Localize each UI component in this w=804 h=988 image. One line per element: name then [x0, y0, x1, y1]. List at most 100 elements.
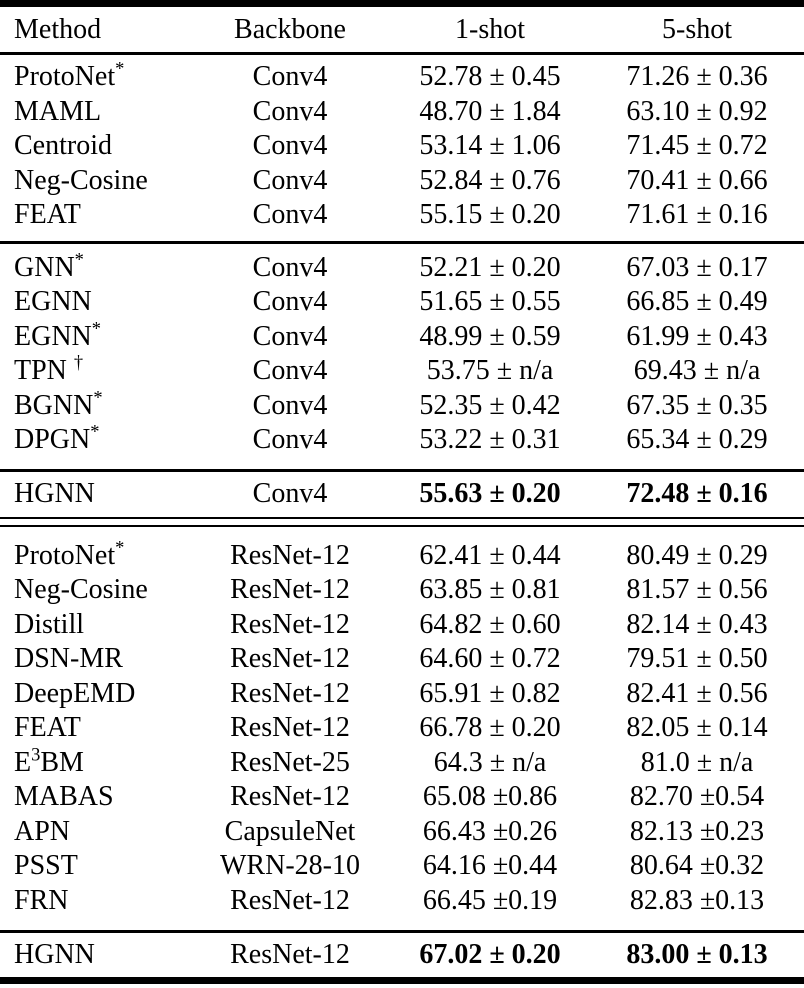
backbone-cell: Conv4: [252, 424, 328, 456]
five-shot-cell: 82.83 ±0.13: [629, 884, 765, 916]
col-header-backbone: Backbone: [234, 13, 346, 45]
backbone-cell: Conv4: [252, 251, 328, 283]
five-shot-cell: 82.14 ± 0.43: [626, 608, 768, 640]
method-name: MAML: [14, 95, 102, 127]
method-cell: EGNN: [0, 288, 190, 316]
method-name: BM: [40, 746, 84, 778]
five-shot-cell: 80.49 ± 0.29: [626, 539, 768, 571]
backbone-cell: Conv4: [252, 478, 328, 509]
method-name: ProtoNet: [14, 61, 116, 93]
five-shot-cell: 63.10 ± 0.92: [626, 95, 768, 127]
five-shot-cell: 71.45 ± 0.72: [626, 130, 768, 162]
method-cell: APN: [0, 815, 190, 847]
method-name: EGNN: [14, 286, 92, 318]
method-cell: TPN †: [0, 354, 190, 385]
method-name: BGNN: [14, 389, 94, 421]
table-row: TPN † Conv4 53.75 ± n/a 69.43 ± n/a: [0, 354, 804, 389]
method-cell: EGNN*: [0, 319, 190, 352]
backbone-cell: Conv4: [252, 286, 328, 318]
backbone-cell: Conv4: [252, 389, 328, 421]
one-shot-cell: 48.70 ± 1.84: [419, 95, 561, 127]
section-hgnn-resnet: HGNN ResNet-12 67.02 ± 0.20 83.00 ± 0.13: [0, 933, 804, 977]
method-cell: HGNN: [0, 941, 190, 969]
backbone-cell: ResNet-25: [230, 746, 350, 778]
table-row: BGNN* Conv4 52.35 ± 0.42 67.35 ± 0.35: [0, 388, 804, 424]
section-resnet-baselines: ProtoNet* ResNet-12 62.41 ± 0.44 80.49 ± 0.…: [0, 527, 804, 931]
table-row: FEAT Conv4 55.15 ± 0.20 71.61 ± 0.16: [0, 198, 804, 233]
backbone-cell: Conv4: [252, 130, 328, 162]
five-shot-cell: 71.61 ± 0.16: [626, 199, 768, 231]
backbone-cell: ResNet-12: [230, 884, 350, 916]
method-cell: GNN*: [0, 250, 190, 283]
method-name: FRN: [14, 884, 69, 916]
section-conv4-gnn-methods: GNN* Conv4 52.21 ± 0.20 67.03 ± 0.17 EGNN Con…: [0, 244, 804, 469]
method-cell: HGNN: [0, 480, 190, 508]
col-header-1-shot: 1-shot: [455, 13, 525, 45]
table-row: FRN ResNet-12 66.45 ±0.19 82.83 ±0.13: [0, 884, 804, 919]
backbone-cell: Conv4: [252, 355, 328, 387]
one-shot-cell: 53.22 ± 0.31: [419, 424, 561, 456]
five-shot-cell: 72.48 ± 0.16: [626, 478, 768, 509]
five-shot-cell: 61.99 ± 0.43: [626, 320, 768, 352]
section-conv4-baselines: ProtoNet* Conv4 52.78 ± 0.45 71.26 ± 0.36 MA…: [0, 55, 804, 241]
table-row: DeepEMD ResNet-12 65.91 ± 0.82 82.41 ± 0.56: [0, 677, 804, 712]
table-header-row: Method Backbone 1-shot 5-shot: [0, 7, 804, 52]
rule-section-divider: [0, 240, 804, 244]
five-shot-cell: 82.70 ±0.54: [629, 781, 765, 813]
method-cell: E3BM: [0, 745, 190, 778]
one-shot-cell: 64.16 ±0.44: [422, 850, 558, 882]
method-cell: MAML: [0, 95, 190, 127]
method-superscript: *: [115, 537, 125, 558]
method-cell: FEAT: [0, 201, 190, 229]
table-row: FEAT ResNet-12 66.78 ± 0.20 82.05 ± 0.14: [0, 711, 804, 746]
method-cell: Distill: [0, 608, 190, 640]
table-row: EGNN* Conv4 48.99 ± 0.59 61.99 ± 0.43: [0, 319, 804, 355]
backbone-cell: Conv4: [252, 61, 328, 93]
method-name: EGNN: [14, 320, 92, 352]
method-cell: BGNN*: [0, 388, 190, 421]
table-row: MABAS ResNet-12 65.08 ±0.86 82.70 ±0.54: [0, 780, 804, 815]
five-shot-cell: 80.64 ±0.32: [629, 850, 765, 882]
method-name: HGNN: [14, 939, 95, 970]
method-name: Distill: [14, 608, 85, 640]
method-name: FEAT: [14, 199, 81, 231]
backbone-cell: ResNet-12: [230, 712, 350, 744]
table-row: EGNN Conv4 51.65 ± 0.55 66.85 ± 0.49: [0, 285, 804, 320]
table-row: HGNN Conv4 55.63 ± 0.20 72.48 ± 0.16: [0, 472, 804, 517]
backbone-cell: ResNet-12: [230, 539, 350, 571]
one-shot-cell: 52.35 ± 0.42: [419, 389, 561, 421]
table-row: Neg-Cosine Conv4 52.84 ± 0.76 70.41 ± 0.66: [0, 164, 804, 199]
five-shot-cell: 83.00 ± 0.13: [626, 939, 768, 970]
method-name: GNN: [14, 251, 75, 283]
method-name: APN: [14, 815, 71, 847]
backbone-cell: ResNet-12: [230, 608, 350, 640]
method-cell: PSST: [0, 852, 190, 880]
table-row: PSST WRN-28-10 64.16 ±0.44 80.64 ±0.32: [0, 849, 804, 884]
one-shot-cell: 55.63 ± 0.20: [419, 478, 561, 509]
method-cell: Neg-Cosine: [0, 576, 190, 604]
one-shot-cell: 67.02 ± 0.20: [419, 939, 561, 970]
rule-below-header: [0, 52, 804, 55]
backbone-cell: Conv4: [252, 199, 328, 231]
five-shot-cell: 71.26 ± 0.36: [626, 61, 768, 93]
method-cell: MABAS: [0, 783, 190, 811]
method-name: FEAT: [14, 712, 81, 744]
five-shot-cell: 70.41 ± 0.66: [626, 164, 768, 196]
rule-section-divider: [0, 468, 804, 472]
five-shot-cell: 65.34 ± 0.29: [626, 424, 768, 456]
five-shot-cell: 67.03 ± 0.17: [626, 251, 768, 283]
rule-section-divider: [0, 930, 804, 933]
one-shot-cell: 64.82 ± 0.60: [419, 608, 561, 640]
five-shot-cell: 82.13 ±0.23: [629, 815, 765, 847]
method-cell: Neg-Cosine: [0, 166, 190, 195]
method-name: E: [14, 746, 32, 778]
method-superscript: *: [74, 249, 84, 270]
table-row: DPGN* Conv4 53.22 ± 0.31 65.34 ± 0.29: [0, 423, 804, 458]
method-superscript: †: [73, 352, 84, 373]
five-shot-cell: 69.43 ± n/a: [633, 355, 761, 387]
one-shot-cell: 52.78 ± 0.45: [419, 61, 561, 93]
section-hgnn-conv4: HGNN Conv4 55.63 ± 0.20 72.48 ± 0.16: [0, 472, 804, 517]
method-name: PSST: [14, 850, 78, 882]
method-name: DPGN: [14, 424, 91, 456]
rule-top: [0, 0, 804, 7]
